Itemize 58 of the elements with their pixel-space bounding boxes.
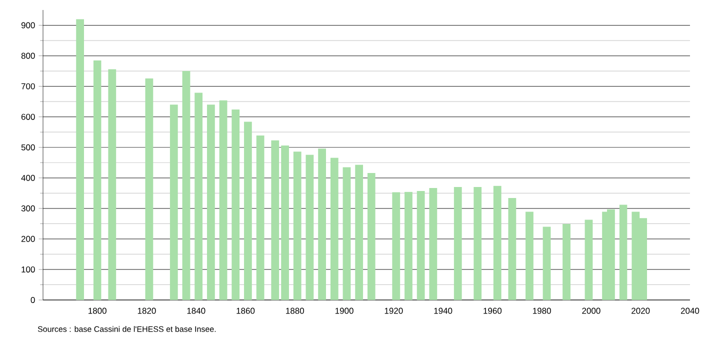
- bar: [281, 146, 289, 300]
- bar: [206, 104, 215, 300]
- bar: [542, 226, 551, 300]
- bar: [306, 154, 314, 300]
- x-tick-label: 1820: [138, 308, 156, 314]
- bar: [367, 173, 376, 300]
- x-tick-label: 2000: [582, 308, 600, 314]
- x-tick-label: 1980: [533, 308, 551, 314]
- x-tick-label: 2040: [680, 308, 700, 314]
- x-tick-label: 1960: [484, 308, 502, 314]
- bar: [108, 69, 116, 300]
- bar: [293, 152, 302, 300]
- bar: [93, 60, 102, 300]
- y-tick-label: 0: [30, 296, 35, 303]
- x-tick-label: 1860: [236, 308, 255, 314]
- bar: [330, 158, 338, 300]
- bar: [429, 188, 438, 300]
- x-tick-label: 1900: [335, 308, 354, 314]
- bar: [526, 212, 534, 300]
- y-tick-label: 100: [22, 266, 35, 272]
- y-tick-label: 300: [21, 205, 35, 212]
- bar: [416, 191, 425, 300]
- y-tick-label: 900: [21, 22, 35, 28]
- bar: [619, 204, 628, 300]
- bar: [355, 164, 364, 300]
- bar: [256, 135, 264, 300]
- bar: [194, 92, 203, 300]
- x-tick-label: 1940: [434, 308, 452, 314]
- bar: [508, 198, 516, 300]
- source-note: Sources : base Cassini de l'EHESS et base Insee.: [38, 326, 216, 332]
- bar: [182, 71, 190, 300]
- x-tick-label: 1880: [286, 308, 304, 314]
- y-tick-label: 600: [21, 114, 35, 120]
- x-tick-label: 2020: [632, 308, 650, 314]
- bar: [170, 104, 178, 300]
- bar: [76, 19, 84, 300]
- bar: [342, 167, 351, 300]
- bar: [318, 148, 326, 300]
- bar: [232, 110, 240, 300]
- y-tick-label: 700: [21, 83, 35, 90]
- x-tick-label: 1800: [88, 308, 106, 314]
- y-tick-label: 200: [21, 236, 35, 242]
- bar: [271, 140, 280, 300]
- bar: [219, 100, 228, 300]
- bar: [562, 224, 570, 300]
- bar: [145, 78, 154, 300]
- bar: [493, 186, 502, 300]
- y-tick-label: 500: [21, 144, 35, 150]
- x-tick-label: 1920: [384, 308, 403, 314]
- bar: [404, 192, 412, 300]
- bar: [454, 187, 462, 300]
- bar: [244, 122, 252, 300]
- y-tick-label: 400: [21, 174, 35, 181]
- x-tick-label: 1840: [187, 308, 206, 314]
- bar: [392, 192, 400, 300]
- bar: [584, 220, 593, 300]
- bar: [474, 187, 482, 300]
- y-tick-label: 800: [21, 52, 35, 59]
